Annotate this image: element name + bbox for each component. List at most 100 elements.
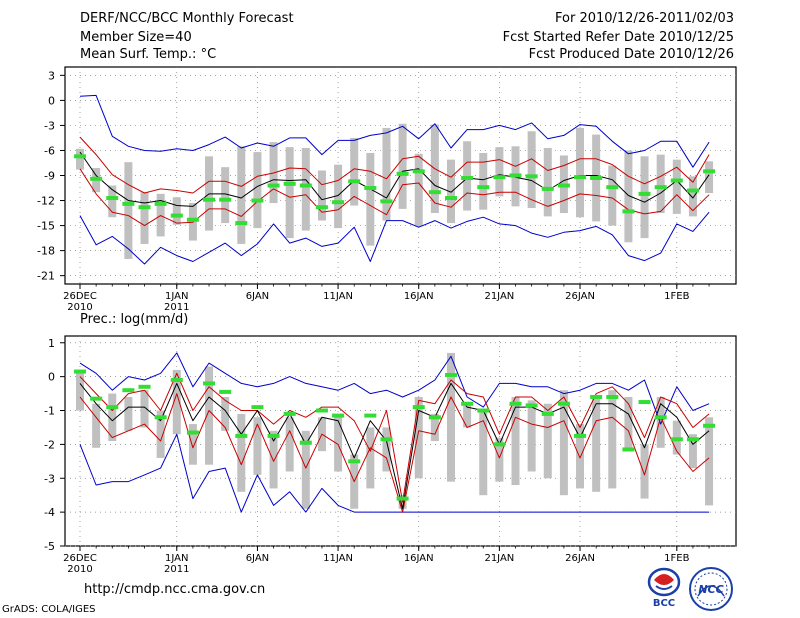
prec-median-marker xyxy=(622,447,635,452)
prec-median-marker xyxy=(541,411,554,416)
prec-median-marker xyxy=(428,415,441,420)
temp-median-marker xyxy=(654,185,667,190)
temp-series-mean xyxy=(79,151,710,207)
prec-spread-box xyxy=(430,413,439,441)
temp-series-max xyxy=(79,94,710,168)
prec-spread-box xyxy=(253,417,262,475)
prec-median-marker xyxy=(364,413,377,418)
prec-median-marker xyxy=(557,401,570,406)
prec-xtick-label: 1JAN xyxy=(165,553,188,564)
prec-median-marker xyxy=(670,437,683,442)
prec-spread-box xyxy=(640,444,649,499)
prec-spread-box xyxy=(285,417,294,472)
temp-spread-box xyxy=(398,123,407,209)
prec-median-marker xyxy=(703,423,716,428)
prec-median-marker xyxy=(106,405,119,410)
prec-spread-box xyxy=(188,424,197,465)
prec-spread-box xyxy=(608,390,617,489)
temp-spread-box xyxy=(656,154,665,214)
temp-median-marker xyxy=(315,205,328,210)
temp-median-marker xyxy=(525,174,538,179)
prec-spread-box xyxy=(140,390,149,428)
temp-median-marker xyxy=(606,185,619,190)
prec-median-marker xyxy=(283,411,296,416)
bcc-logo-text: BCC xyxy=(653,598,675,609)
prec-spread-box xyxy=(479,410,488,496)
prec-median-marker xyxy=(315,408,328,413)
prec-ytick-label: -5 xyxy=(44,540,55,553)
prec-median-marker xyxy=(170,378,183,383)
temp-series-lower xyxy=(79,168,710,227)
prec-spread-box xyxy=(414,396,423,479)
temp-median-marker xyxy=(703,169,716,174)
prec-median-marker xyxy=(461,401,474,406)
prec-spread-box xyxy=(559,390,568,496)
prec-spread-box xyxy=(334,413,343,472)
temp-spread-box xyxy=(640,156,649,239)
temp-spread-box xyxy=(576,127,585,218)
ncc-logo-text: NCC xyxy=(698,583,723,596)
prec-spread-box xyxy=(463,403,472,428)
temp-ytick-label: 3 xyxy=(48,69,55,82)
prec-median-marker xyxy=(332,413,345,418)
prec-median-marker xyxy=(606,394,619,399)
temp-spread-box xyxy=(334,164,343,229)
temp-spread-box xyxy=(446,159,455,224)
temp-median-marker xyxy=(364,186,377,191)
temp-median-marker xyxy=(235,221,248,226)
temp-xtick-label: 1JAN xyxy=(165,291,188,302)
temp-xtick-label: 11JAN xyxy=(323,291,353,302)
grads-credit: GrADS: COLA/IGES xyxy=(2,604,96,615)
temp-spread-box xyxy=(543,147,552,217)
prec-spread-box xyxy=(108,393,117,441)
prec-spread-box xyxy=(576,424,585,489)
temp-spread-box xyxy=(237,146,246,244)
prec-series-mean xyxy=(79,382,710,510)
prec-spread-box xyxy=(705,417,714,506)
temp-spread-box xyxy=(382,127,391,221)
temp-spread-box xyxy=(463,141,472,211)
prec-spread-box xyxy=(495,437,504,482)
prec-spread-box xyxy=(156,410,165,458)
temp-median-marker xyxy=(412,169,425,174)
prec-median-marker xyxy=(412,405,425,410)
prec-xtick-label: 26JAN xyxy=(565,553,595,564)
prec-median-marker xyxy=(380,437,393,442)
prec-median-marker xyxy=(477,408,490,413)
prec-xtick-label: 16JAN xyxy=(404,553,434,564)
temp-series-min xyxy=(79,211,710,265)
temp-median-marker xyxy=(186,217,199,222)
prec-xtick-label: 21JAN xyxy=(484,553,514,564)
prec-spread-box xyxy=(269,430,278,489)
prec-spread-box xyxy=(656,396,665,448)
temp-xtick-year-label: 2011 xyxy=(164,302,189,313)
temp-median-marker xyxy=(203,197,216,202)
prec-ytick-label: -4 xyxy=(44,506,55,519)
temp-series-upper xyxy=(79,136,710,194)
temp-ytick-label: -9 xyxy=(44,170,55,183)
temp-spread-box xyxy=(527,131,536,209)
temp-ytick-label: -3 xyxy=(44,119,55,132)
produced-date-label: Fcst Produced Date 2010/12/26 xyxy=(528,47,734,62)
temp-median-marker xyxy=(219,197,232,202)
temp-spread-box xyxy=(414,153,423,227)
prec-series-min xyxy=(79,433,710,513)
prec-median-marker xyxy=(396,496,409,501)
temp-xtick-label: 26DEC xyxy=(63,291,97,302)
prec-median-marker xyxy=(219,389,232,394)
temp-spread-box xyxy=(301,147,310,231)
prec-spread-box xyxy=(446,352,455,482)
started-refer-date-label: Fcst Started Refer Date 2010/12/25 xyxy=(502,30,734,45)
temp-median-marker xyxy=(332,200,345,205)
prec-spread-box xyxy=(624,396,633,452)
variable-label-precipitation: Prec.: log(mm/d) xyxy=(80,312,189,327)
prec-spread-box xyxy=(301,430,310,509)
temp-median-marker xyxy=(380,199,393,204)
temp-ytick-label: -12 xyxy=(37,195,55,208)
prec-ytick-label: 0 xyxy=(48,371,55,384)
temp-spread-box xyxy=(108,185,117,218)
prec-median-marker xyxy=(186,430,199,435)
prec-ytick-label: -3 xyxy=(44,472,55,485)
